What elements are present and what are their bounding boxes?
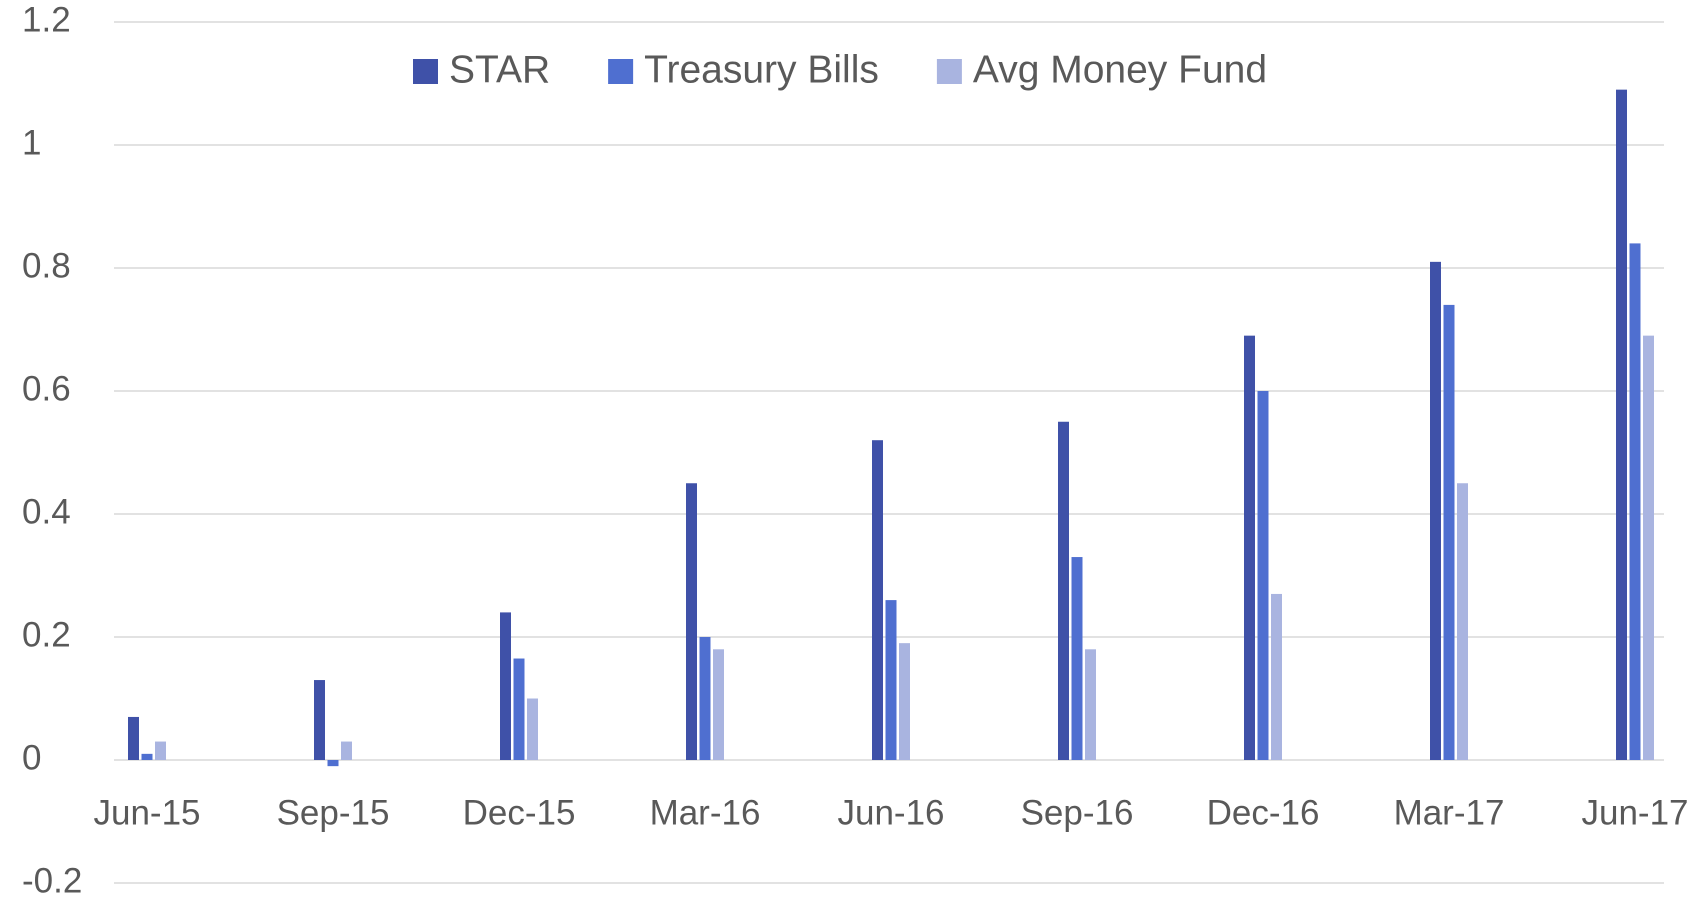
bar bbox=[155, 741, 166, 760]
y-tick-label: 1.2 bbox=[22, 0, 71, 39]
y-tick-label: 0 bbox=[22, 738, 41, 777]
bar bbox=[899, 643, 910, 760]
bar bbox=[1457, 483, 1468, 760]
y-tick-label: 1 bbox=[22, 123, 41, 162]
bar bbox=[500, 612, 511, 760]
x-tick-label: Jun-16 bbox=[837, 793, 944, 832]
y-tick-label: 0.4 bbox=[22, 492, 71, 531]
bar bbox=[1430, 261, 1441, 760]
bar bbox=[686, 483, 697, 760]
x-tick-label: Dec-15 bbox=[463, 793, 576, 832]
bar bbox=[141, 753, 153, 760]
y-tick-label: -0.2 bbox=[22, 861, 82, 900]
legend-swatch bbox=[936, 59, 962, 84]
bar bbox=[699, 637, 711, 760]
bar bbox=[527, 698, 538, 760]
x-tick-label: Jun-17 bbox=[1581, 793, 1688, 832]
legend-swatch bbox=[413, 59, 438, 84]
bar bbox=[1443, 304, 1455, 760]
bar bbox=[1071, 557, 1083, 760]
bar bbox=[885, 600, 897, 760]
bar bbox=[1643, 335, 1654, 760]
bar bbox=[1271, 593, 1282, 760]
x-tick-label: Sep-16 bbox=[1021, 793, 1134, 832]
x-tick-label: Dec-16 bbox=[1207, 793, 1320, 832]
legend-label: Treasury Bills bbox=[644, 48, 879, 91]
y-tick-label: 0.2 bbox=[22, 615, 71, 654]
bar bbox=[314, 680, 325, 760]
bar bbox=[1244, 335, 1255, 760]
bar bbox=[341, 741, 352, 760]
bar bbox=[1058, 421, 1069, 760]
bar bbox=[327, 760, 339, 767]
y-tick-label: 0.8 bbox=[22, 246, 71, 285]
bar bbox=[872, 440, 883, 760]
bar bbox=[713, 649, 724, 760]
bar bbox=[1629, 243, 1641, 760]
legend-swatch bbox=[608, 59, 634, 84]
y-tick-label: 0.6 bbox=[22, 369, 71, 408]
x-tick-label: Mar-16 bbox=[650, 793, 761, 832]
x-tick-label: Mar-17 bbox=[1394, 793, 1505, 832]
legend-label: Avg Money Fund bbox=[973, 48, 1267, 91]
bar bbox=[1257, 391, 1269, 760]
bar bbox=[1616, 89, 1627, 760]
legend-label: STAR bbox=[449, 48, 550, 91]
bar bbox=[513, 658, 525, 760]
x-tick-label: Jun-15 bbox=[93, 793, 200, 832]
bar bbox=[1085, 649, 1096, 760]
bar bbox=[128, 716, 139, 760]
x-tick-label: Sep-15 bbox=[277, 793, 390, 832]
